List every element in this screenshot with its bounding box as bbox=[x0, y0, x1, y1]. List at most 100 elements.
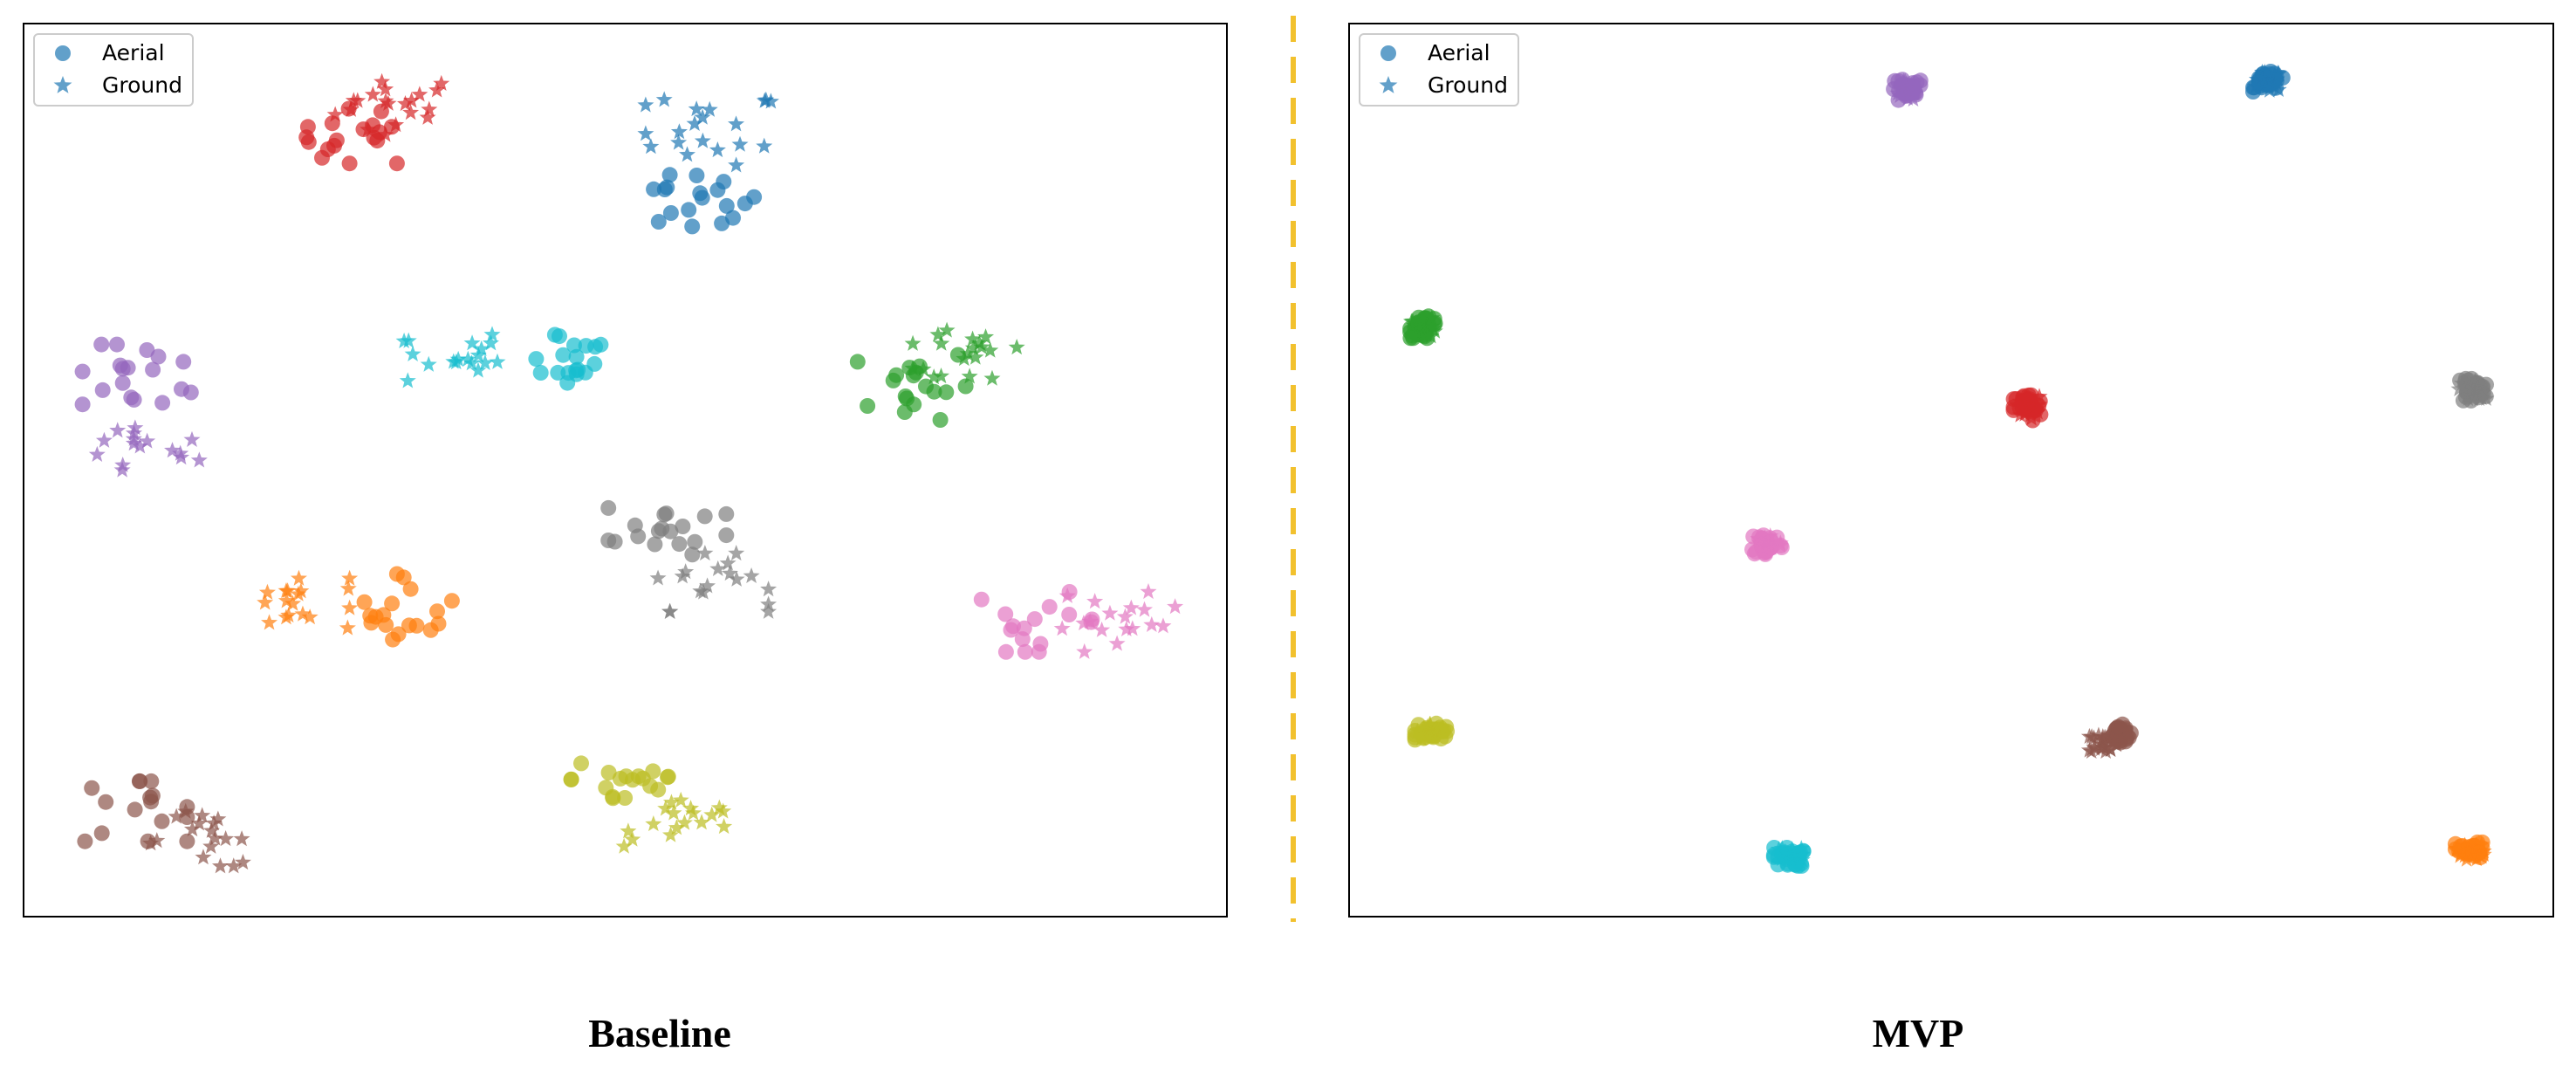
ground-point-blue bbox=[642, 138, 660, 155]
ground-point-blue bbox=[686, 114, 703, 131]
aerial-point-pink bbox=[1026, 611, 1043, 628]
ground-point-red bbox=[364, 86, 381, 102]
mvp-legend: Aerial Ground bbox=[1359, 33, 1519, 107]
ground-point-orange bbox=[341, 569, 359, 586]
aerial-point-gray bbox=[671, 536, 688, 553]
ground-point-green bbox=[904, 334, 921, 351]
ground-point-cyan bbox=[399, 372, 416, 388]
aerial-point-gray bbox=[647, 536, 663, 553]
ground-point-green bbox=[933, 334, 950, 351]
aerial-point-brown bbox=[143, 773, 160, 789]
ground-point-pink bbox=[1118, 620, 1135, 637]
ground-point-purple bbox=[109, 422, 127, 438]
aerial-point-orange bbox=[378, 616, 394, 633]
ground-point-brown bbox=[209, 810, 227, 827]
aerial-point-olive bbox=[617, 790, 634, 806]
aerial-point-orange bbox=[2470, 844, 2487, 861]
aerial-point-olive bbox=[660, 768, 676, 785]
aerial-point-orange bbox=[408, 617, 425, 634]
ground-point-pink bbox=[1143, 615, 1161, 632]
ground-point-olive bbox=[668, 819, 685, 835]
ground-point-blue bbox=[728, 115, 745, 132]
aerial-point-cyan bbox=[532, 365, 549, 381]
aerial-point-orange bbox=[429, 603, 445, 620]
aerial-point-orange bbox=[402, 581, 419, 597]
aerial-point-pink bbox=[997, 606, 1014, 622]
ground-point-cyan bbox=[473, 340, 490, 356]
ground-point-purple bbox=[125, 435, 142, 451]
ground-point-olive bbox=[715, 802, 732, 819]
aerial-point-orange bbox=[384, 595, 401, 612]
ground-point-cyan bbox=[404, 345, 421, 361]
aerial-point-red bbox=[319, 141, 336, 157]
ground-point-orange bbox=[290, 569, 307, 586]
aerial-point-orange bbox=[2457, 842, 2474, 859]
ground-point-orange bbox=[277, 592, 295, 608]
ground-point-green bbox=[964, 330, 982, 347]
ground-point-brown bbox=[194, 807, 211, 823]
aerial-point-orange bbox=[395, 569, 412, 586]
ground-point-pink bbox=[1154, 617, 1172, 634]
ground-point-green bbox=[929, 326, 947, 342]
ground-point-brown bbox=[2090, 726, 2107, 743]
aerial-point-gray bbox=[627, 517, 643, 533]
aerial-point-pink bbox=[1084, 611, 1100, 628]
aerial-point-pink bbox=[997, 643, 1014, 660]
aerial-point-gray bbox=[2463, 370, 2480, 387]
ground-point-cyan bbox=[476, 354, 494, 370]
ground-point-orange bbox=[261, 614, 278, 630]
aerial-point-gray bbox=[2452, 372, 2469, 388]
aerial-point-green bbox=[896, 404, 913, 420]
aerial-point-cyan bbox=[1765, 849, 1782, 865]
aerial-point-cyan bbox=[555, 347, 572, 363]
aerial-point-pink bbox=[1031, 643, 1047, 660]
aerial-point-cyan bbox=[587, 339, 604, 355]
ground-point-red bbox=[373, 72, 391, 89]
aerial-point-green bbox=[949, 347, 966, 363]
ground-point-blue bbox=[709, 141, 726, 158]
ground-point-green bbox=[1008, 338, 1025, 355]
ground-point-green bbox=[938, 321, 956, 338]
aerial-point-purple bbox=[145, 361, 161, 378]
aerial-point-cyan bbox=[550, 364, 566, 381]
aerial-point-orange bbox=[356, 594, 373, 610]
aerial-point-brown bbox=[131, 773, 147, 789]
aerial-point-purple bbox=[74, 396, 91, 413]
ground-point-olive bbox=[682, 800, 700, 816]
ground-point-blue bbox=[670, 123, 688, 140]
ground-point-olive bbox=[703, 806, 721, 822]
ground-point-blue bbox=[679, 146, 696, 162]
aerial-point-green bbox=[911, 358, 928, 375]
ground-point-brown bbox=[2102, 740, 2120, 758]
aerial-point-pink bbox=[1769, 529, 1785, 546]
ground-point-blue bbox=[731, 135, 749, 152]
aerial-point-pink bbox=[1041, 599, 1058, 615]
ground-point-red bbox=[403, 92, 421, 108]
ground-point-olive bbox=[620, 822, 637, 839]
mvp-points bbox=[1402, 64, 2495, 874]
aerial-point-blue bbox=[746, 189, 763, 205]
ground-point-gray bbox=[649, 569, 667, 586]
ground-point-purple bbox=[88, 445, 106, 462]
legend-box bbox=[33, 33, 194, 107]
aerial-point-brown bbox=[98, 794, 114, 810]
aerial-point-brown bbox=[2122, 725, 2139, 741]
ground-point-green bbox=[964, 339, 982, 355]
ground-point-brown bbox=[2094, 739, 2112, 755]
aerial-point-brown bbox=[144, 787, 161, 804]
aerial-point-blue bbox=[662, 205, 679, 221]
ground-point-green bbox=[977, 328, 995, 345]
ground-point-blue bbox=[688, 100, 705, 117]
aerial-point-olive bbox=[605, 790, 621, 807]
aerial-point-red bbox=[373, 103, 389, 120]
aerial-point-blue bbox=[650, 214, 667, 230]
ground-point-gray bbox=[760, 581, 778, 597]
aerial-point-brown bbox=[127, 801, 143, 818]
aerial-point-brown bbox=[93, 825, 110, 842]
baseline-points bbox=[74, 72, 1184, 874]
ground-point-gray bbox=[728, 570, 745, 587]
ground-point-blue bbox=[728, 156, 745, 173]
ground-point-red bbox=[433, 74, 450, 91]
aerial-point-gray bbox=[675, 519, 691, 534]
ground-point-purple bbox=[164, 442, 182, 458]
